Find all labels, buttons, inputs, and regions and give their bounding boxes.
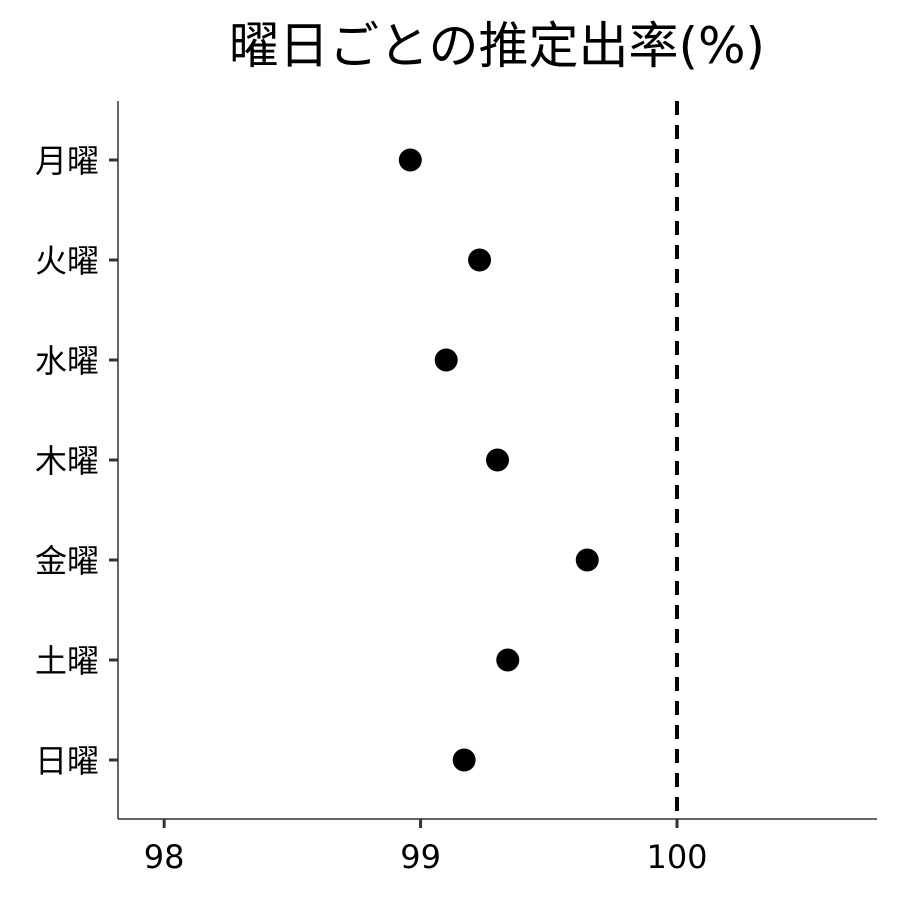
data-point <box>468 248 492 272</box>
data-point <box>452 748 476 772</box>
x-tick-label: 100 <box>646 838 707 876</box>
y-tick-label: 土曜 <box>35 642 99 680</box>
y-tick-label: 日曜 <box>35 742 99 780</box>
data-point <box>398 148 422 172</box>
data-point <box>486 448 509 472</box>
data-point <box>575 548 599 572</box>
y-tick-label: 金曜 <box>35 542 99 580</box>
y-tick-label: 木曜 <box>35 442 99 480</box>
data-point <box>496 648 520 672</box>
points-layer <box>398 148 599 772</box>
x-tick-label: 98 <box>144 838 185 876</box>
data-point <box>434 348 458 372</box>
y-tick-label: 火曜 <box>35 242 99 280</box>
y-tick-label: 月曜 <box>35 142 99 180</box>
chart-title: 曜日ごとの推定出率(%) <box>229 17 765 75</box>
x-tick-label: 99 <box>400 838 441 876</box>
y-tick-label: 水曜 <box>35 342 99 380</box>
axis-layer <box>109 101 877 828</box>
